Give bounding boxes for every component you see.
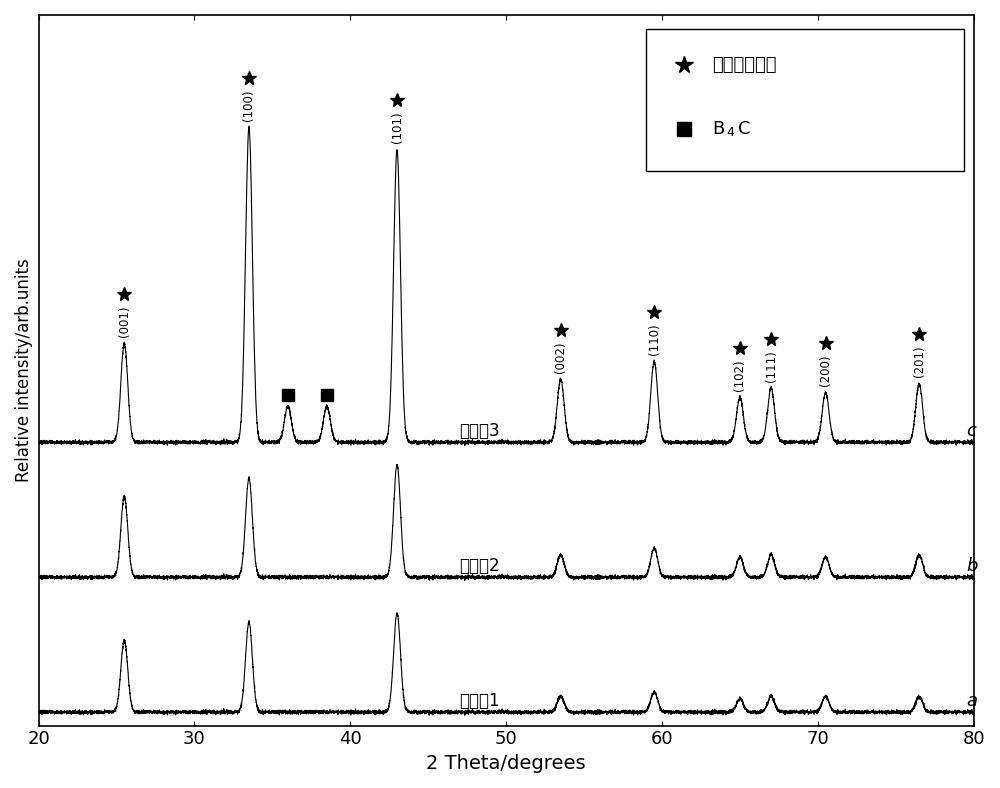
Text: 4: 4 <box>726 126 734 139</box>
FancyBboxPatch shape <box>646 29 964 171</box>
Text: (200): (200) <box>819 355 832 386</box>
Text: C: C <box>738 120 751 138</box>
X-axis label: 2 Theta/degrees: 2 Theta/degrees <box>426 754 586 773</box>
Text: B: B <box>712 120 724 138</box>
Text: 高熵二砼化物: 高熵二砼化物 <box>712 56 776 74</box>
Text: 高熵二砼化物: 高熵二砼化物 <box>712 56 776 74</box>
Text: (101): (101) <box>391 112 404 143</box>
Text: (002): (002) <box>554 341 567 373</box>
Text: 4: 4 <box>726 126 734 139</box>
Text: 实施奣3: 实施奣3 <box>459 422 500 440</box>
Text: (001): (001) <box>118 305 131 336</box>
Y-axis label: Relative intensity/arb.units: Relative intensity/arb.units <box>15 258 33 482</box>
Text: (201): (201) <box>913 345 926 377</box>
Text: (110): (110) <box>648 323 661 355</box>
Text: B: B <box>712 120 724 138</box>
Text: b: b <box>966 557 977 575</box>
Text: 实施奣2: 实施奣2 <box>459 557 500 575</box>
Text: a: a <box>966 692 977 710</box>
Text: (111): (111) <box>765 350 778 381</box>
Text: 实施奣1: 实施奣1 <box>459 692 500 710</box>
Text: (102): (102) <box>733 359 746 391</box>
Text: c: c <box>966 422 976 440</box>
Text: (100): (100) <box>242 89 255 121</box>
Text: C: C <box>738 120 751 138</box>
